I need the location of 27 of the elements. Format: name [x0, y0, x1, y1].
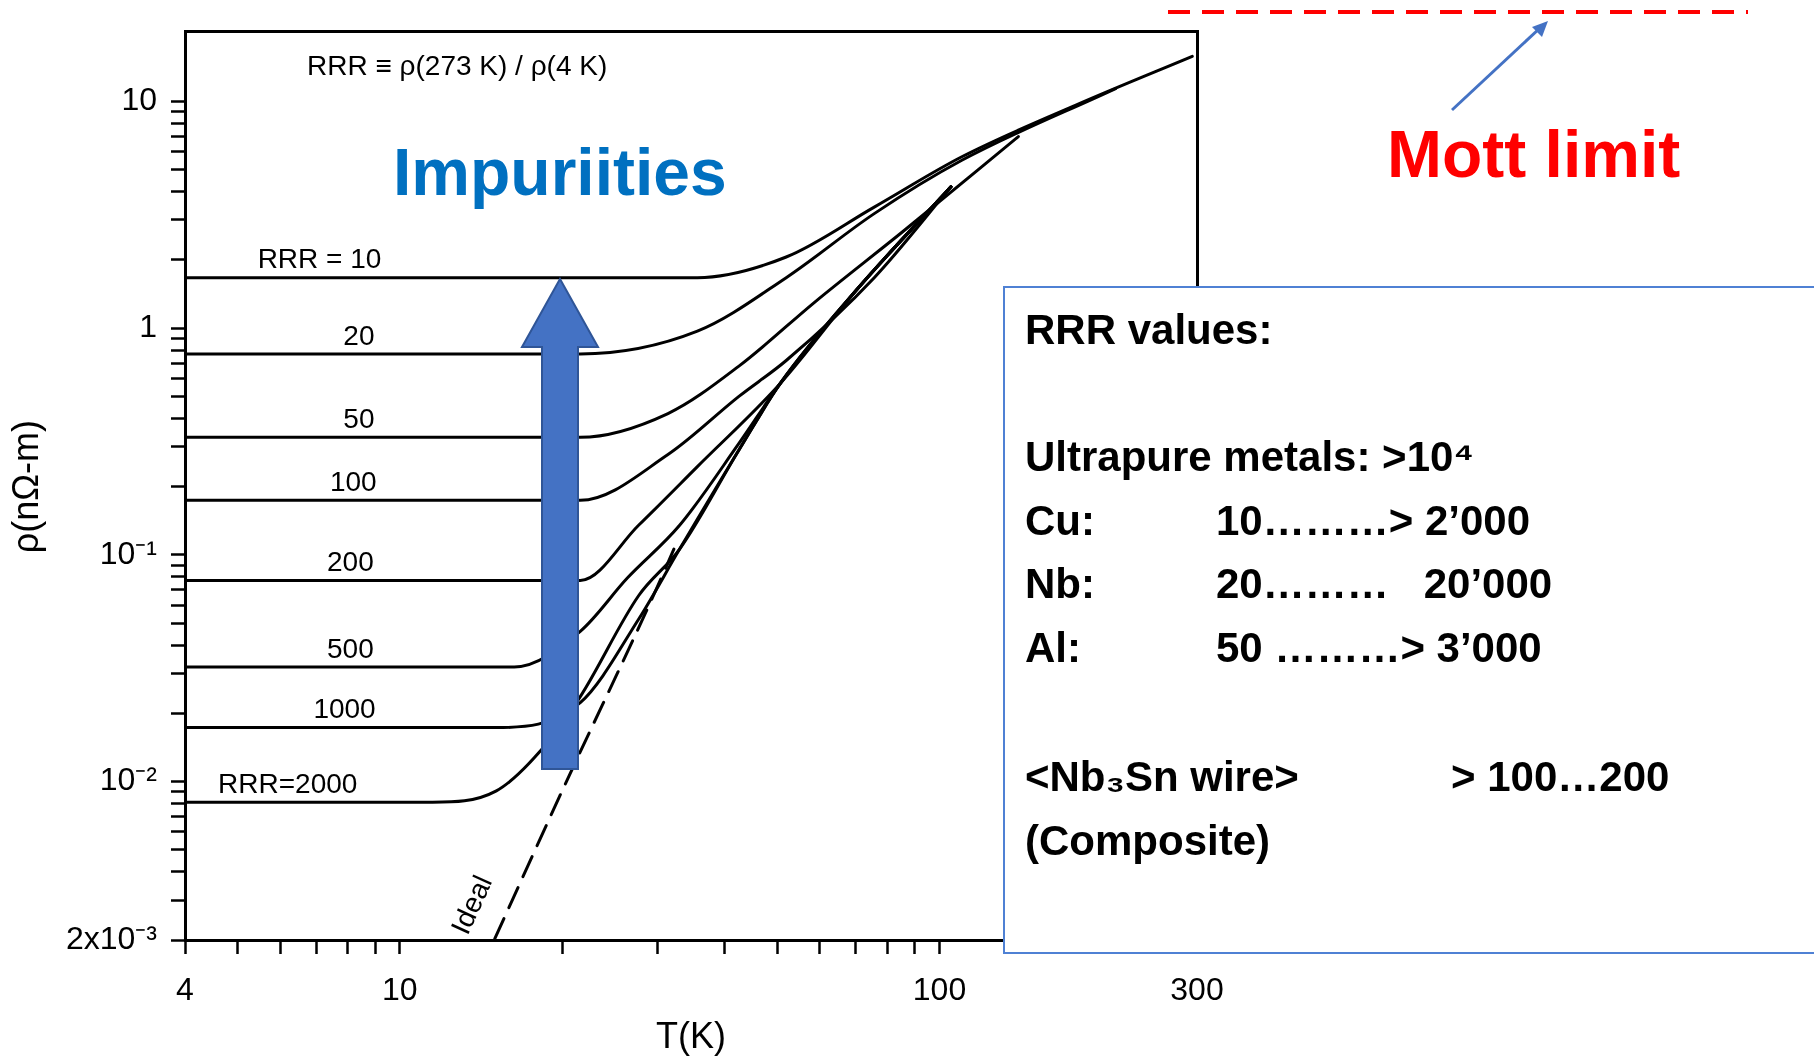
text: Ideal [444, 870, 499, 939]
text-panel: RRR values: Ultrapure metals: >10⁴ Cu: 10………> 2’000 Nb: 20……… 20’000 Al: 50 ………> 3’000 <Nb₃Sn wire> > 100…200 (Composite) [1003, 286, 1814, 954]
series-label: RRR = 10 [257, 243, 382, 275]
y-tick-label: 10⁻² [99, 761, 158, 798]
x-axis-title: T(K) [656, 1015, 726, 1057]
y-axis-title: ρ(nΩ-m) [4, 419, 46, 554]
series-label: RRR=2000 [218, 768, 358, 800]
x-tick-label: 4 [176, 971, 194, 1008]
annotation: Ultrapure metals: >10⁴ [1025, 433, 1475, 481]
series-label: 20 [343, 319, 375, 351]
series-label: 200 [327, 546, 374, 578]
series-label: 1000 [313, 693, 376, 725]
y-tick-label: 1 [139, 307, 157, 344]
y-tick-label: 10⁻¹ [99, 534, 157, 571]
x-tick-label: 300 [1170, 971, 1224, 1008]
series-label: 500 [327, 632, 374, 664]
y-tick-label: 2x10⁻³ [65, 919, 158, 956]
text: Mott limit [1387, 116, 1681, 192]
annotation: Impuriities [393, 134, 727, 210]
annotation: (Composite) [1025, 817, 1270, 865]
series-label: 50 [343, 403, 375, 435]
x-tick-label: 100 [912, 971, 967, 1008]
y-tick-label: 10 [121, 81, 157, 118]
annotation: RRR ≡ ρ(273 K) / ρ(4 K) [307, 49, 608, 81]
annotation: RRR values: [1025, 306, 1273, 354]
x-tick-label: 10 [381, 971, 418, 1008]
series-label: 100 [329, 466, 377, 498]
